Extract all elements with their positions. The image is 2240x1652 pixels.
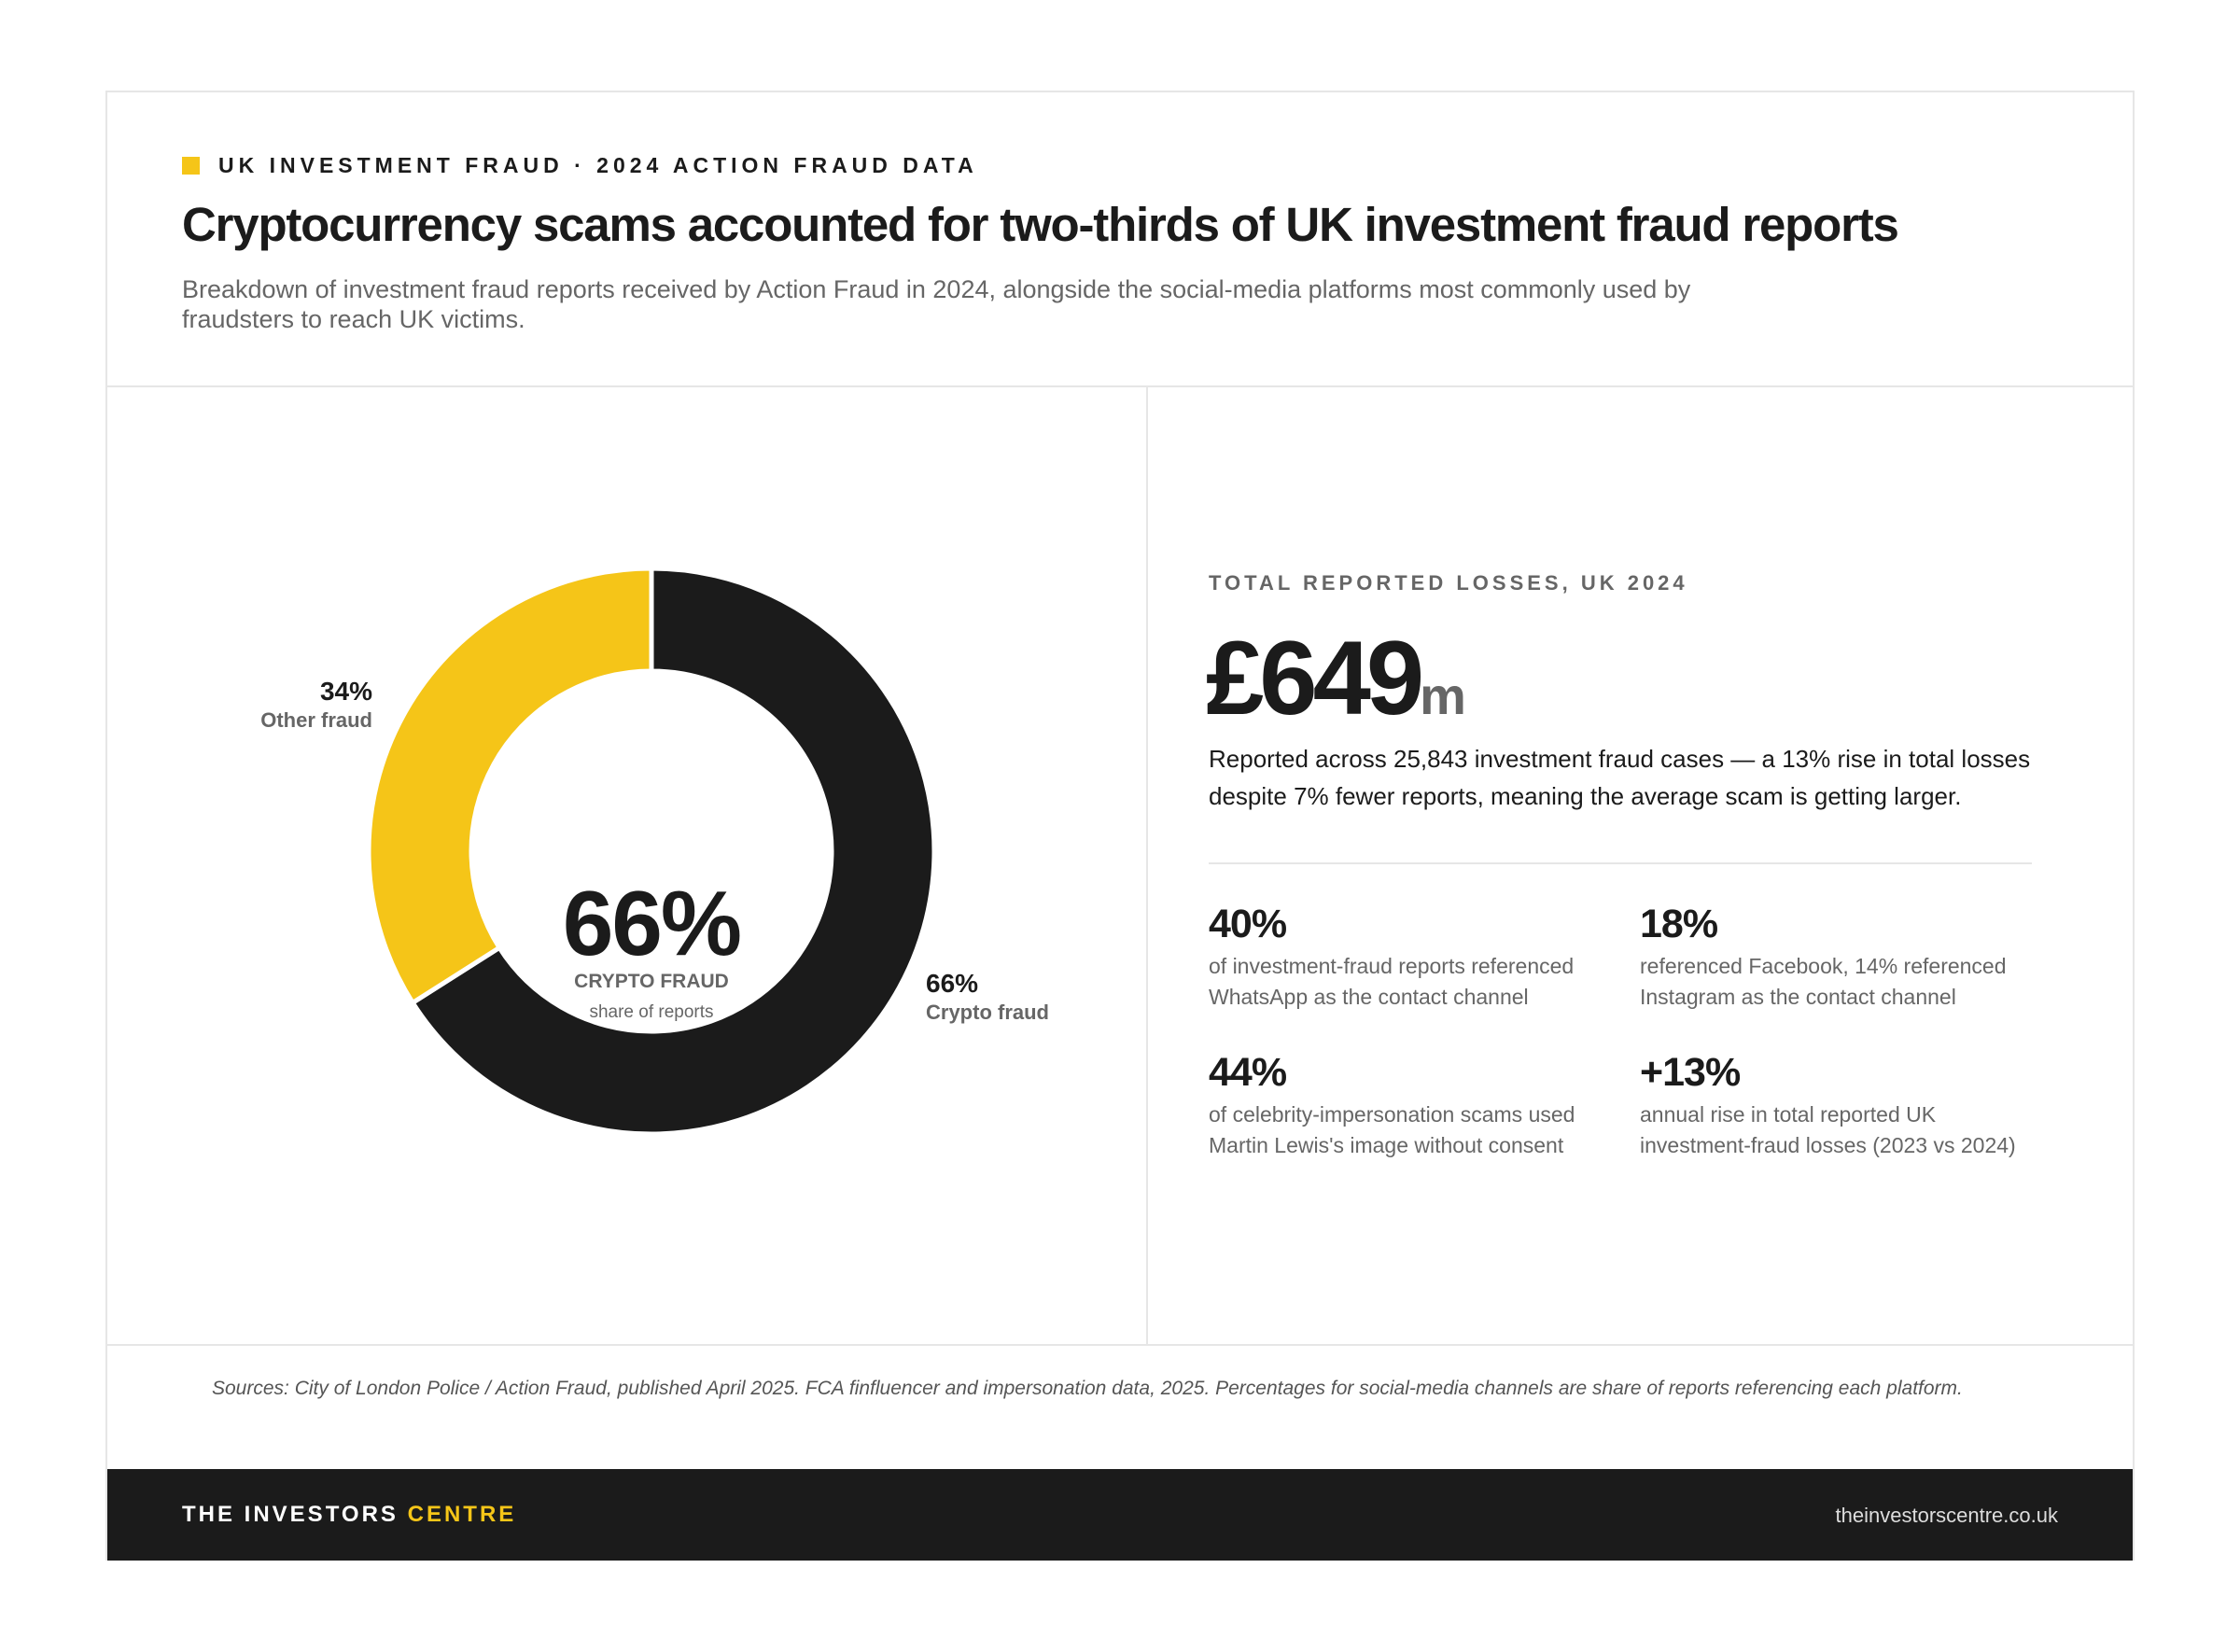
stat-whatsapp: 40% of investment-fraud reports reference…	[1209, 901, 1610, 1013]
label-other: 34% Other fraud	[260, 676, 372, 734]
divider	[1146, 387, 1148, 1344]
stat-annual-rise: +13% annual rise in total reported UK inv…	[1640, 1049, 2041, 1161]
stat-value: +13%	[1640, 1050, 1741, 1095]
stat-text: of investment-fraud reports referenced W…	[1209, 954, 1575, 1009]
subtitle: Breakdown of investment fraud reports re…	[182, 275, 1691, 333]
brand-accent: CENTRE	[407, 1502, 517, 1527]
donut-slice-crypto-fraud	[409, 566, 937, 1137]
label-crypto: 66% Crypto fraud	[926, 968, 1049, 1026]
stat-facebook: 18% referenced Facebook, 14% referenced I…	[1640, 901, 2041, 1013]
stat-value: 40%	[1209, 902, 1287, 946]
center-sublabel: share of reports	[589, 1002, 714, 1022]
other-pct: 34%	[319, 677, 372, 706]
page-title: Cryptocurrency scams accounted for two-t…	[182, 198, 1899, 251]
divider	[107, 1344, 2133, 1346]
brand-logo: THE INVESTORS CENTRE	[182, 1502, 516, 1528]
footer: THE INVESTORS CENTRE theinvestorscentre.…	[107, 1469, 2133, 1561]
stat-text: annual rise in total reported UK investm…	[1640, 1102, 2016, 1157]
stat-text: referenced Facebook, 14% referenced Inst…	[1640, 954, 2007, 1009]
divider	[107, 385, 2133, 387]
losses-value: £649m	[1206, 624, 1466, 750]
infographic-card: UK INVESTMENT FRAUD · 2024 ACTION FRAUD …	[105, 91, 2135, 1561]
other-name: Other fraud	[260, 708, 372, 732]
donut-chart	[366, 566, 937, 1137]
eyebrow-text: UK INVESTMENT FRAUD · 2024 ACTION FRAUD …	[218, 153, 978, 177]
donut-center: 66% CRYPTO FRAUD share of reports	[465, 876, 838, 1024]
stat-text: of celebrity-impersonation scams used Ma…	[1209, 1102, 1575, 1157]
losses-description: Reported across 25,843 investment fraud …	[1209, 745, 2031, 810]
sources-note: Sources: City of London Police / Action …	[212, 1378, 1963, 1399]
eyebrow: UK INVESTMENT FRAUD · 2024 ACTION FRAUD …	[182, 152, 978, 178]
stat-value: 44%	[1209, 1050, 1287, 1095]
accent-square-icon	[182, 156, 200, 175]
losses-amount: £649	[1206, 620, 1424, 736]
center-value: 66%	[562, 872, 742, 974]
center-label: CRYPTO FRAUD	[574, 971, 729, 992]
footer-url[interactable]: theinvestorscentre.co.uk	[1835, 1504, 2058, 1527]
brand-name: THE INVESTORS	[182, 1502, 399, 1527]
crypto-name: Crypto fraud	[926, 1001, 1049, 1024]
donut-slice-other-fraud	[366, 566, 654, 1006]
losses-label: TOTAL REPORTED LOSSES, UK 2024	[1209, 571, 1688, 595]
divider	[1209, 862, 2032, 864]
losses-unit: m	[1420, 666, 1466, 725]
crypto-pct: 66%	[926, 969, 979, 998]
stat-martin-lewis: 44% of celebrity-impersonation scams used…	[1209, 1049, 1610, 1161]
stat-value: 18%	[1640, 902, 1718, 946]
